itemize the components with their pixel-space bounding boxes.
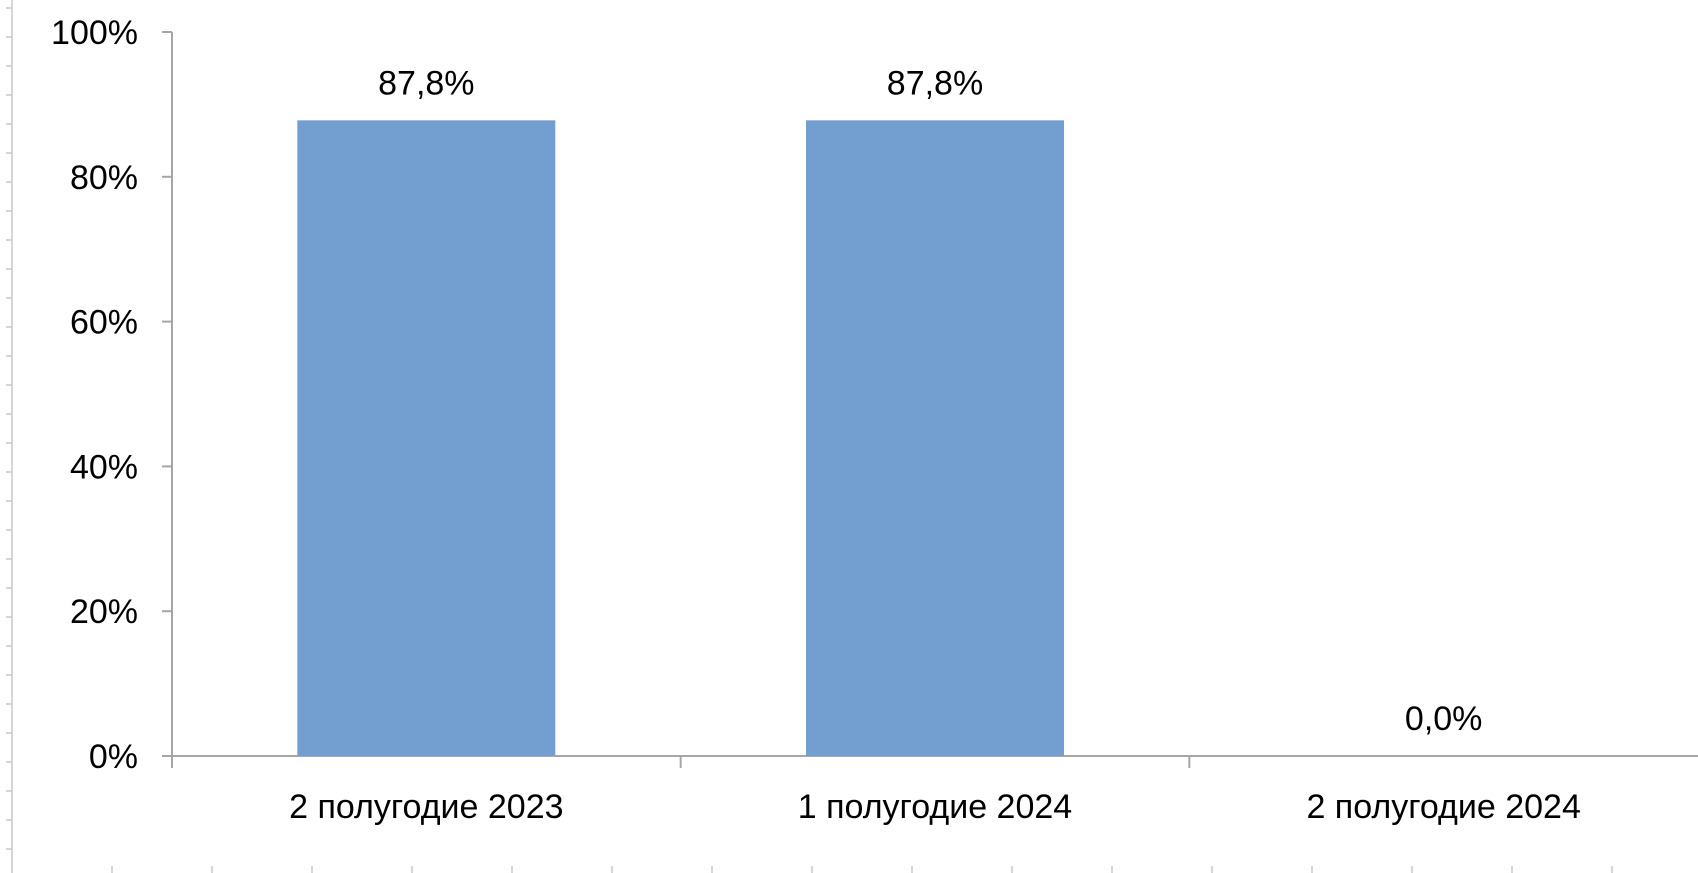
data-label: 87,8% xyxy=(887,64,983,102)
ruler-marks xyxy=(6,0,1613,873)
y-tick-label: 80% xyxy=(70,159,138,197)
x-tick-label: 1 полугодие 2024 xyxy=(798,788,1072,826)
y-tick-label: 0% xyxy=(89,738,138,776)
data-label: 87,8% xyxy=(378,64,474,102)
bars xyxy=(297,120,1064,756)
y-tick-label: 100% xyxy=(51,14,138,52)
bar xyxy=(297,120,556,756)
y-tick-label: 40% xyxy=(70,448,138,486)
x-tick-label: 2 полугодие 2023 xyxy=(289,788,563,826)
labels: 0% 20% 40% 60% 80% 100% 87,8% 2 полугодие 2023 8… xyxy=(51,14,1581,826)
bar xyxy=(806,120,1064,756)
y-tick-label: 60% xyxy=(70,304,138,342)
x-tick-label: 2 полугодие 2024 xyxy=(1306,788,1580,826)
data-label: 0,0% xyxy=(1405,700,1483,738)
y-tick-label: 20% xyxy=(70,593,138,631)
